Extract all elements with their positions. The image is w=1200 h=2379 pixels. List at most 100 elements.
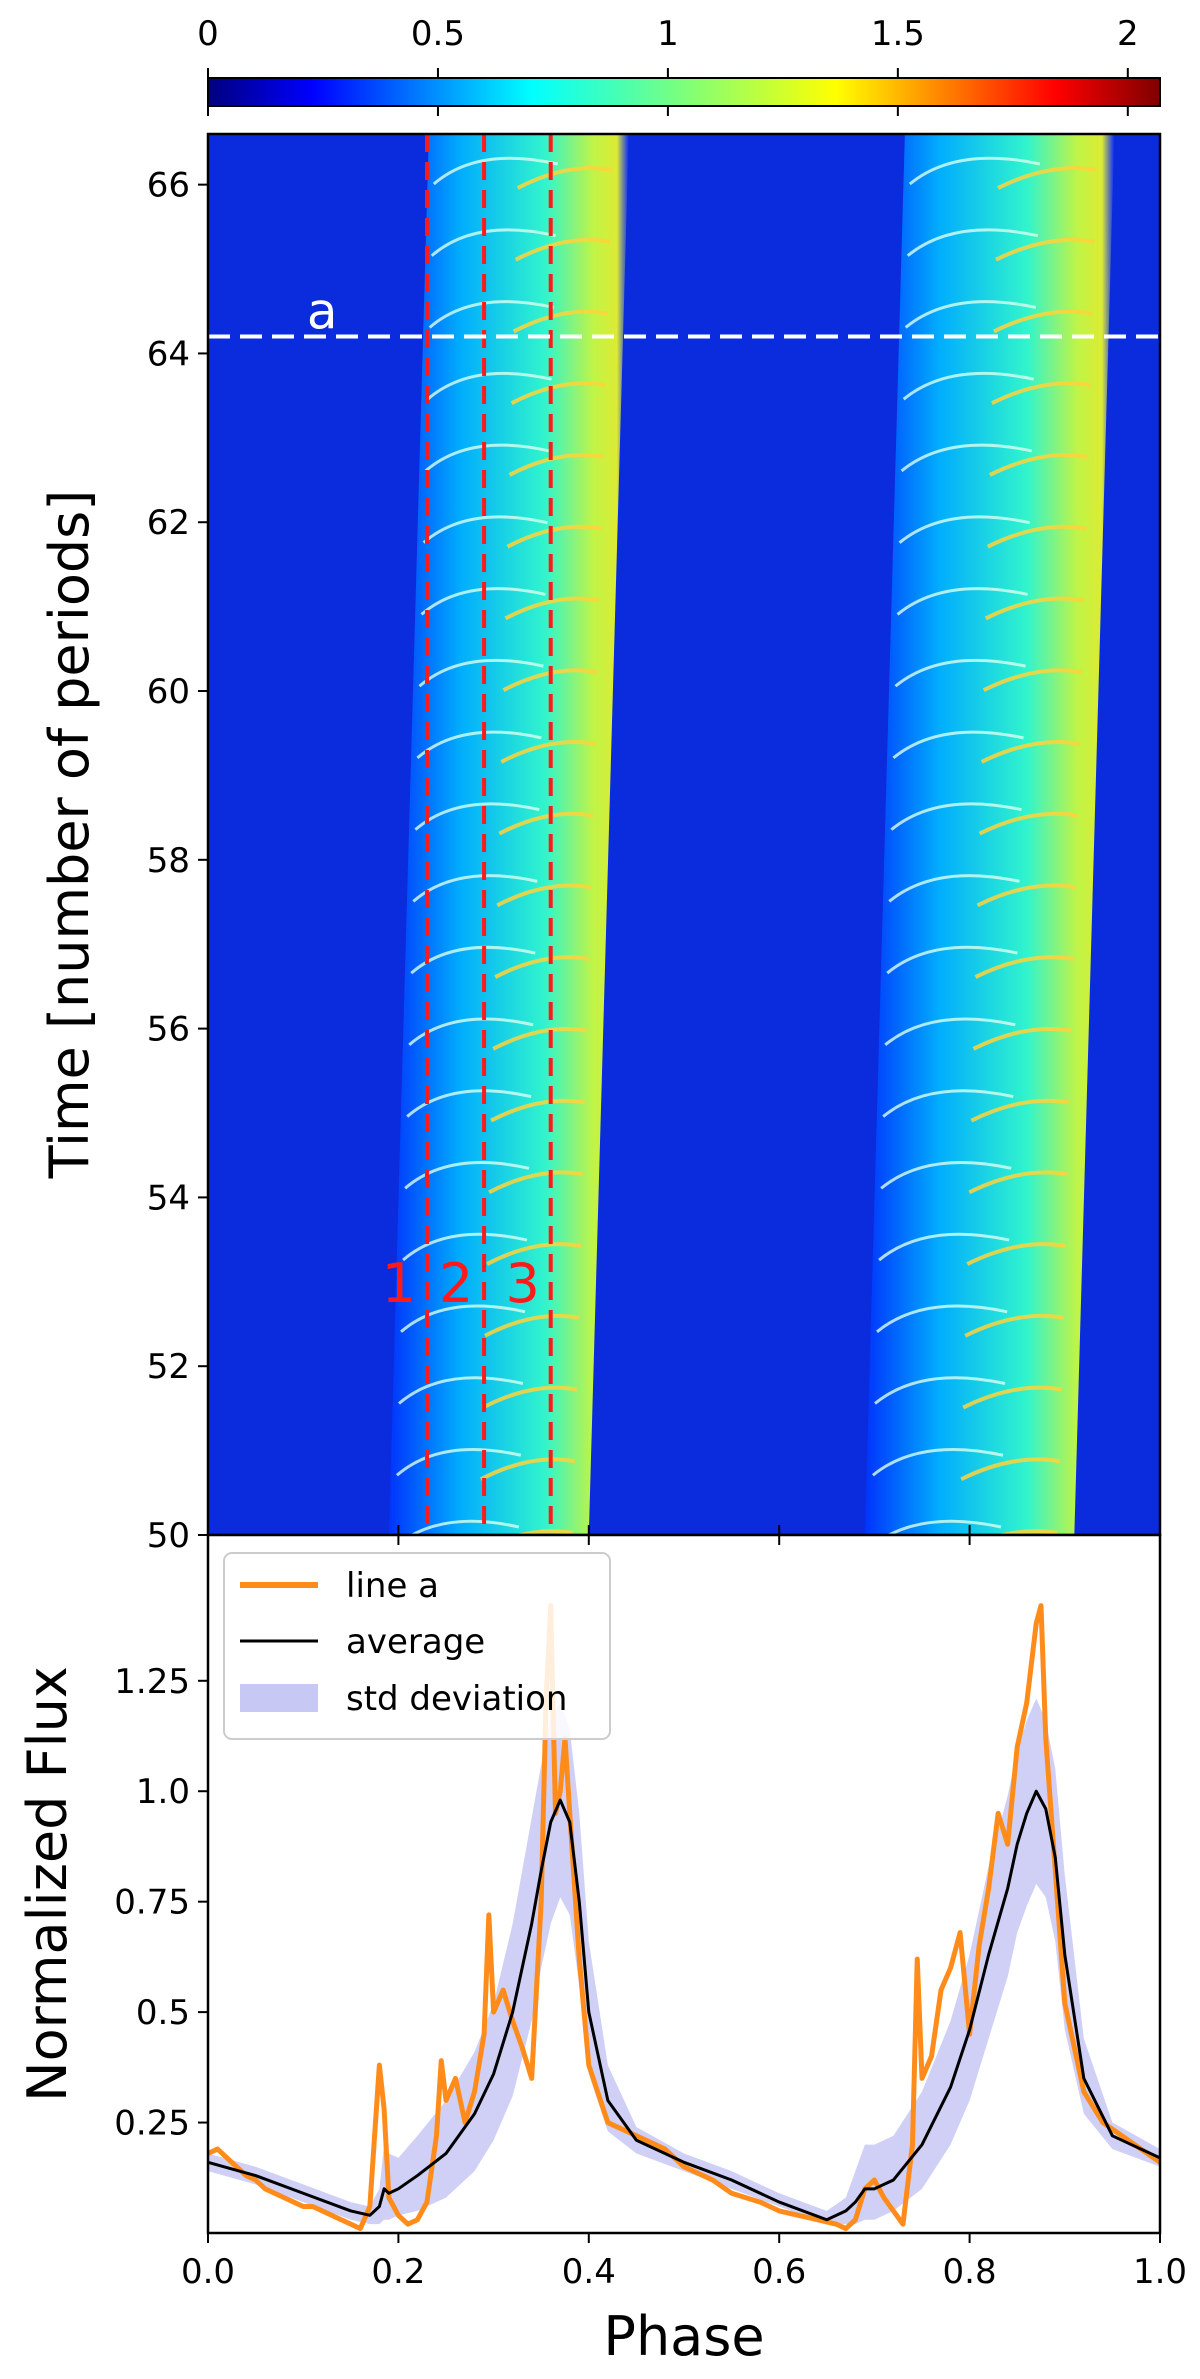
line-a-marker-label: a <box>307 283 338 341</box>
line-x-tick-label: 0.6 <box>752 2252 806 2292</box>
legend-label-average: average <box>346 1622 485 1662</box>
line-y-tick-label: 0.75 <box>114 1883 190 1923</box>
heatmap-streak-hot <box>991 381 1091 405</box>
heatmap-y-tick-label: 52 <box>147 1347 190 1387</box>
heatmap-streak-hot <box>994 1529 1058 1535</box>
phase-marker-label: 2 <box>439 1252 473 1315</box>
heatmap-y-ticks: 50 52 54 56 58 60 62 64 66 <box>147 166 208 1556</box>
line-a-series <box>208 1603 1160 2232</box>
heatmap-panel: 1 2 3 a 50 52 54 56 58 60 62 64 66 Time [number of … <box>38 132 1162 1556</box>
heatmap-y-tick-label: 64 <box>147 334 190 374</box>
std-deviation-band <box>208 1698 1160 2225</box>
line-x-tick-label: 0.8 <box>943 2252 997 2292</box>
heatmap-streak <box>424 443 550 473</box>
heatmap-streak <box>906 228 1039 257</box>
heatmap-streak-hot <box>482 1385 578 1410</box>
line-x-tick-label: 0.4 <box>562 2252 616 2292</box>
phase-marker-label: 1 <box>382 1252 416 1315</box>
heatmap-streak-hot <box>494 955 590 979</box>
heatmap-streak-hot <box>514 237 611 262</box>
phase-marker-label: 3 <box>506 1252 540 1315</box>
heatmap-streak-hot <box>962 1385 1063 1410</box>
line-x-axis-label: Phase <box>603 2305 764 2368</box>
heatmap-streak-hot <box>988 453 1089 477</box>
heatmap-streak <box>406 1089 532 1118</box>
heatmap-streak <box>871 1447 1004 1477</box>
heatmap-streak <box>432 156 559 186</box>
colorbar: 0 0.5 1 1.5 2 <box>197 14 1161 116</box>
heatmap-streak-hot <box>486 1242 582 1266</box>
heatmap-streak <box>874 1376 1006 1405</box>
heatmap-streak <box>409 1519 520 1535</box>
heatmap-streak <box>404 1161 530 1190</box>
line-y-tick-label: 0.5 <box>136 1993 190 2033</box>
colorbar-tick-label: 1 <box>657 14 679 54</box>
heatmap-streak-hot <box>960 1457 1060 1482</box>
heatmap-streak <box>412 874 538 903</box>
line-y-axis-label: Normalized Flux <box>16 1666 79 2102</box>
heatmap-streak <box>885 1519 1002 1535</box>
heatmap-bands <box>388 134 1115 1535</box>
heatmap-streak <box>896 587 1028 616</box>
line-x-tick-label: 1.0 <box>1133 2252 1187 2292</box>
colorbar-tick-label: 2 <box>1117 14 1139 54</box>
heatmap-y-tick-label: 56 <box>147 1010 190 1050</box>
heatmap-streak-hot <box>982 668 1083 692</box>
heatmap-streak-hot <box>993 309 1093 334</box>
colorbar-tick-label: 0 <box>197 14 219 54</box>
heatmap-streak <box>420 587 546 616</box>
heatmap-streak <box>397 1376 524 1405</box>
heatmap-streak <box>908 156 1041 186</box>
heatmap-streak-hot <box>966 1242 1067 1266</box>
heatmap-y-tick-label: 66 <box>147 166 190 206</box>
legend-box <box>223 1552 611 1740</box>
heatmap-streak-hot <box>496 883 592 908</box>
heatmap-streak <box>426 371 552 401</box>
line-panel: 0.25 0.5 0.75 1.0 1.25 0.0 0.2 0.4 0.6 0.8 1.0 No… <box>16 1533 1187 2368</box>
heatmap-streak <box>878 1232 1010 1262</box>
heatmap-streak <box>890 802 1022 831</box>
line-x-ticks: 0.0 0.2 0.4 0.6 0.8 1.0 <box>181 1535 1187 2292</box>
heatmap-streak <box>886 945 1018 975</box>
heatmap-streak <box>418 658 544 688</box>
heatmap-streak-hot <box>974 955 1075 979</box>
heatmap-streak-hot <box>492 1026 588 1051</box>
legend-label-line-a: line a <box>346 1566 439 1606</box>
heatmap-streak-hot <box>508 453 604 477</box>
heatmap-streak-hot <box>498 811 594 836</box>
heatmap-streak-hot <box>484 1313 580 1338</box>
legend: line a average std deviation <box>223 1552 611 1740</box>
heatmap-streak-hot <box>970 1098 1071 1123</box>
heatmap-streak <box>422 515 548 544</box>
heatmap-streak-hot <box>986 524 1087 549</box>
heatmap-streak-hot <box>997 166 1097 190</box>
heatmap-streak <box>902 371 1035 401</box>
average-series <box>208 1789 1160 2222</box>
heatmap-streak-hot <box>995 237 1095 262</box>
colorbar-tick-label: 0.5 <box>411 14 465 54</box>
heatmap-streak-hot <box>500 740 596 764</box>
heatmap-streak <box>898 515 1031 544</box>
heatmap-x-ticks <box>207 1525 1161 1535</box>
heatmap-streak-hot <box>978 811 1079 836</box>
line-y-ticks: 0.25 0.5 0.75 1.0 1.25 <box>114 1662 208 2144</box>
heatmap-streak-hot <box>516 166 613 190</box>
heatmap-streak <box>888 874 1020 903</box>
heatmap-streak-hot <box>984 596 1085 621</box>
line-y-tick-label: 0.25 <box>114 2104 190 2144</box>
heatmap-streak <box>408 1017 534 1046</box>
heatmap-streak <box>880 1161 1012 1190</box>
heatmap-streak <box>884 1017 1016 1046</box>
legend-swatch-std <box>240 1684 318 1712</box>
legend-label-std: std deviation <box>346 1679 567 1719</box>
line-plot-area <box>208 1603 1160 2232</box>
heatmap-streak-hot <box>980 740 1081 764</box>
heatmap-y-axis-label: Time [number of periods] <box>38 490 101 1180</box>
heatmap-y-tick-label: 60 <box>147 672 190 712</box>
heatmap-streak-hot <box>976 883 1077 908</box>
heatmap-streak <box>410 945 536 975</box>
heatmap-y-tick-label: 50 <box>147 1516 190 1556</box>
heatmap-streak-hot <box>490 1098 586 1123</box>
heatmap-streak <box>892 730 1024 760</box>
